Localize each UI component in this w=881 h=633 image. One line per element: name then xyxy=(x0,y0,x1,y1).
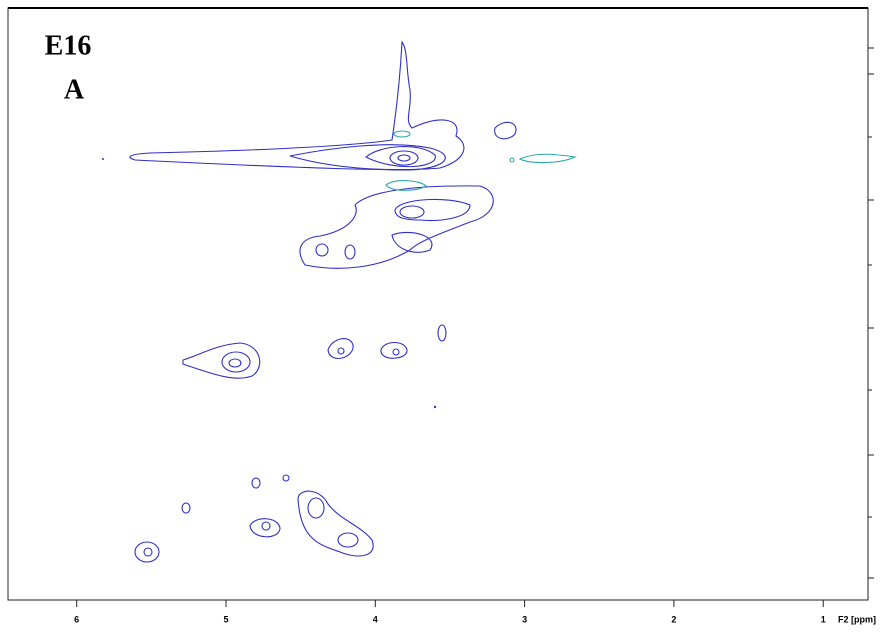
x-tick-label: 3 xyxy=(522,614,527,624)
right-axis-ticks xyxy=(868,47,874,579)
x-tick-label: 1 xyxy=(821,614,826,624)
x-tick-label: 6 xyxy=(74,614,79,624)
x-tick-label: 5 xyxy=(223,614,228,624)
x-tick-label: 2 xyxy=(671,614,676,624)
x-axis-label: F2 [ppm] xyxy=(838,614,876,624)
contours xyxy=(102,40,577,563)
x-tick-label: 4 xyxy=(373,614,378,624)
frame xyxy=(7,7,869,601)
subtitle: A xyxy=(64,74,85,105)
title: E16 xyxy=(45,30,92,61)
